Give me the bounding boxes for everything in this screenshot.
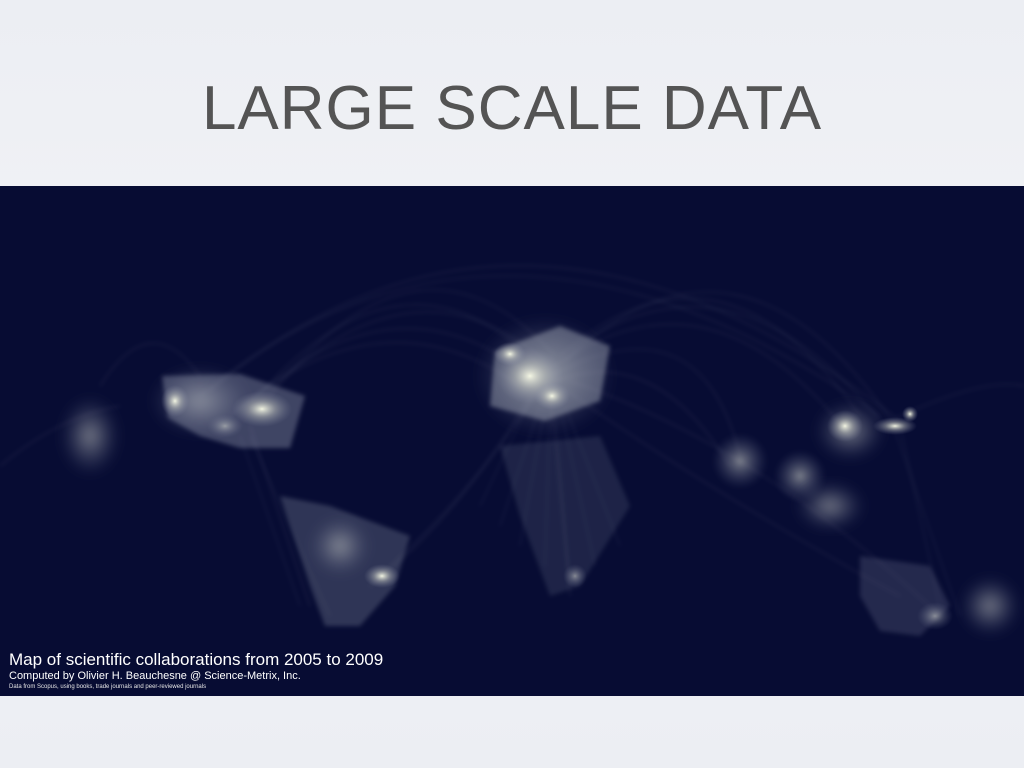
figure-caption-title: Map of scientific collaborations from 20… — [9, 650, 384, 669]
figure-caption-source: Data from Scopus, using books, trade jou… — [9, 684, 207, 690]
east-asia-cluster — [815, 401, 918, 461]
slide-title: LARGE SCALE DATA — [201, 74, 823, 143]
south-america-cluster — [280, 496, 410, 626]
europe-cluster — [475, 316, 615, 436]
north-america-cluster — [150, 366, 305, 448]
australia-cluster — [860, 556, 953, 636]
figure-caption-credit: Computed by Olivier H. Beauchesne @ Scie… — [9, 670, 301, 682]
collaboration-map-image: Map of scientific collaborations from 20… — [0, 186, 1024, 696]
southeast-asia-cluster — [795, 481, 865, 531]
pacific-hints — [60, 396, 1020, 636]
africa-cluster — [500, 436, 630, 596]
collaboration-network-graphic — [0, 265, 1024, 636]
